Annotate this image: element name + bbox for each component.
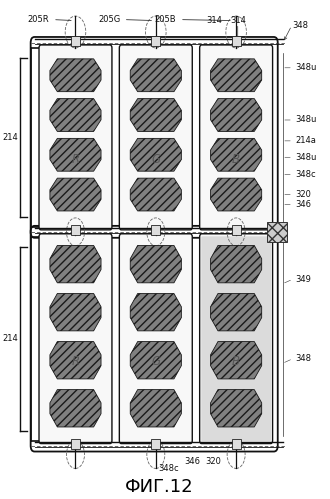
Text: ФИГ.12: ФИГ.12 — [125, 478, 193, 496]
Text: 348u: 348u — [296, 63, 317, 72]
Text: 214: 214 — [3, 334, 18, 343]
Bar — [232, 36, 241, 46]
Bar — [151, 226, 160, 236]
Polygon shape — [211, 341, 262, 379]
Text: 349: 349 — [296, 274, 312, 283]
Text: 314: 314 — [230, 16, 246, 25]
Polygon shape — [50, 178, 101, 211]
Text: 348: 348 — [296, 354, 312, 363]
Text: 214: 214 — [3, 133, 18, 142]
Bar — [232, 439, 241, 449]
Bar — [71, 36, 80, 46]
Bar — [71, 439, 80, 449]
Bar — [267, 222, 287, 242]
Text: B: B — [232, 153, 240, 166]
Polygon shape — [50, 99, 101, 131]
Polygon shape — [130, 138, 182, 171]
Polygon shape — [50, 246, 101, 283]
Text: G: G — [151, 355, 160, 368]
Bar — [151, 439, 160, 449]
Text: 314: 314 — [207, 16, 222, 25]
Text: R: R — [71, 153, 80, 166]
Text: 346: 346 — [185, 457, 201, 466]
Text: 348c: 348c — [296, 170, 316, 179]
Text: R: R — [71, 355, 80, 368]
Polygon shape — [50, 293, 101, 331]
FancyBboxPatch shape — [119, 234, 192, 444]
Text: 320: 320 — [205, 457, 221, 466]
Polygon shape — [130, 178, 182, 211]
Polygon shape — [130, 59, 182, 92]
Text: 205B: 205B — [155, 15, 176, 24]
Text: 214a: 214a — [296, 136, 316, 145]
Bar — [151, 36, 160, 46]
Text: 348u: 348u — [296, 115, 317, 124]
Polygon shape — [50, 341, 101, 379]
Text: 346: 346 — [296, 200, 312, 209]
Polygon shape — [50, 138, 101, 171]
FancyBboxPatch shape — [201, 237, 271, 441]
Polygon shape — [211, 246, 262, 283]
Polygon shape — [130, 341, 182, 379]
FancyBboxPatch shape — [200, 45, 273, 230]
Text: 348c: 348c — [158, 465, 179, 474]
Text: 320: 320 — [296, 190, 312, 199]
Polygon shape — [211, 178, 262, 211]
Polygon shape — [211, 138, 262, 171]
Text: 205R: 205R — [28, 15, 50, 24]
Text: B: B — [232, 355, 240, 368]
Polygon shape — [211, 293, 262, 331]
Polygon shape — [130, 99, 182, 131]
FancyBboxPatch shape — [39, 234, 112, 444]
Bar — [232, 226, 241, 236]
Polygon shape — [211, 59, 262, 92]
Bar — [71, 226, 80, 236]
Polygon shape — [130, 390, 182, 427]
Text: 348u: 348u — [296, 153, 317, 162]
Polygon shape — [211, 390, 262, 427]
Text: G: G — [151, 153, 160, 166]
Polygon shape — [50, 390, 101, 427]
Polygon shape — [211, 99, 262, 131]
Polygon shape — [130, 246, 182, 283]
Polygon shape — [130, 293, 182, 331]
FancyBboxPatch shape — [39, 45, 112, 230]
FancyBboxPatch shape — [119, 45, 192, 230]
FancyBboxPatch shape — [200, 234, 273, 444]
Text: 205G: 205G — [98, 15, 120, 24]
Polygon shape — [50, 59, 101, 92]
Text: 348: 348 — [292, 21, 308, 30]
